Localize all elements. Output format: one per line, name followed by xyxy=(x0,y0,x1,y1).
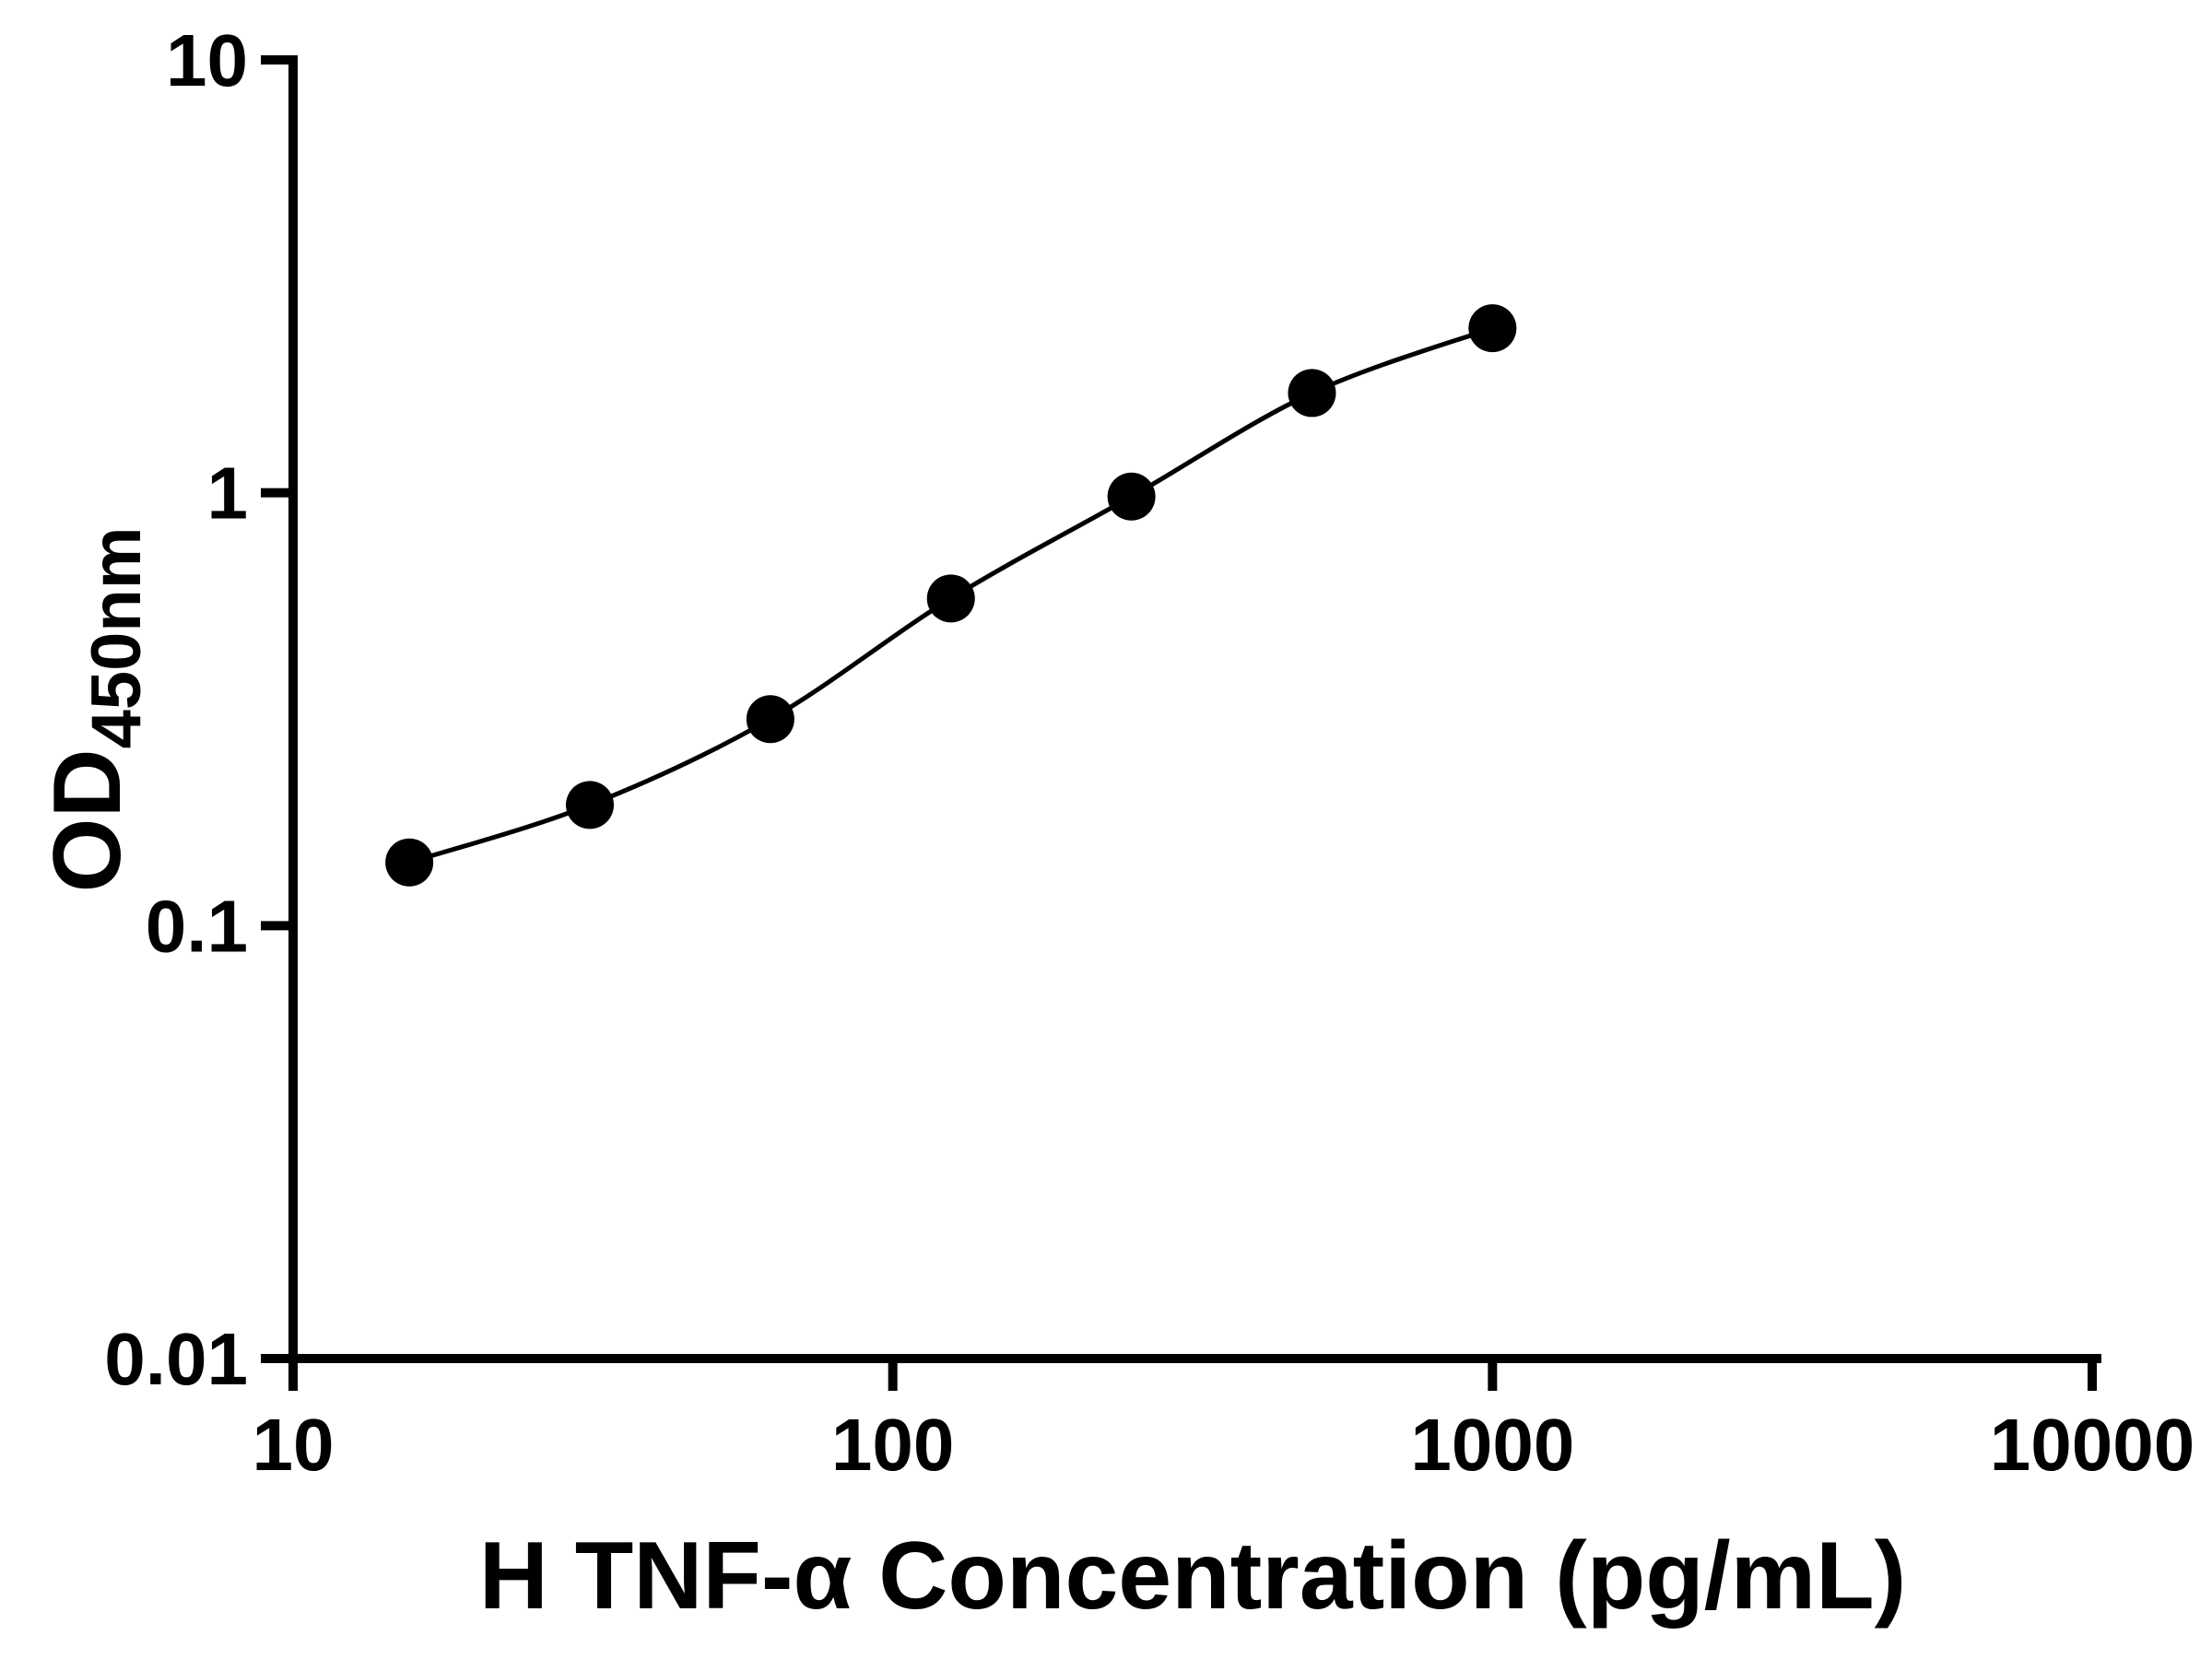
series-layer xyxy=(385,304,1517,887)
y-axis-title-subscript: 450nm xyxy=(77,527,156,749)
data-point xyxy=(1107,472,1156,521)
data-point xyxy=(746,695,794,744)
y-tick-label: 0.01 xyxy=(104,1318,248,1400)
axis-spine xyxy=(288,55,2101,1363)
data-point xyxy=(926,574,975,623)
data-point xyxy=(1288,369,1336,418)
axes-layer xyxy=(288,55,2101,1363)
data-point xyxy=(565,781,614,830)
y-axis-title-main: OD xyxy=(34,748,141,892)
y-axis-title: OD450nm xyxy=(34,527,156,893)
y-tick-label: 10 xyxy=(166,19,248,101)
x-tick-label: 10000 xyxy=(1990,1404,2194,1486)
x-tick-label: 100 xyxy=(831,1404,954,1486)
data-point xyxy=(385,838,434,887)
y-tick-label: 0.1 xyxy=(146,885,248,967)
y-tick-label: 1 xyxy=(207,453,249,535)
data-point xyxy=(1468,304,1517,353)
ticks-layer: 10 100 1000 10000 10 1 0.1 0.01 xyxy=(104,19,2194,1486)
x-tick-label: 10 xyxy=(253,1404,335,1486)
x-tick-label: 1000 xyxy=(1410,1404,1574,1486)
x-axis-title: H TNF-α Concentration (pg/mL) xyxy=(479,1523,1907,1630)
